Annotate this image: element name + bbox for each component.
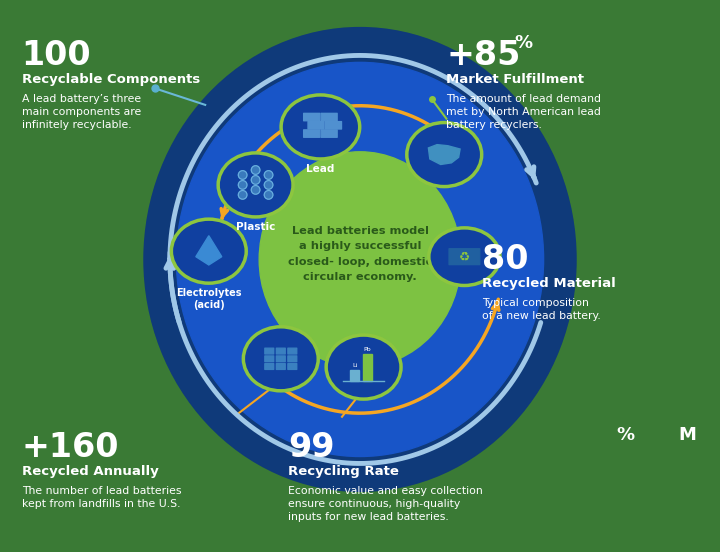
Text: ♻: ♻ (459, 250, 470, 263)
Polygon shape (428, 145, 460, 164)
Text: A lead battery’s three
main components are
infinitely recyclable.: A lead battery’s three main components a… (22, 94, 141, 130)
Text: +160: +160 (22, 431, 119, 464)
Polygon shape (196, 236, 222, 265)
Ellipse shape (218, 153, 293, 217)
Text: Recycled Material: Recycled Material (482, 277, 616, 290)
Text: Market Fulfillment: Market Fulfillment (446, 73, 585, 86)
FancyBboxPatch shape (288, 356, 297, 362)
Ellipse shape (198, 86, 522, 433)
Ellipse shape (333, 231, 387, 288)
Circle shape (238, 181, 247, 189)
Ellipse shape (176, 62, 544, 457)
Ellipse shape (306, 201, 414, 317)
Text: 80: 80 (482, 243, 529, 276)
Ellipse shape (171, 219, 246, 283)
Text: M: M (678, 426, 696, 444)
Text: Recycling Rate: Recycling Rate (288, 465, 399, 478)
FancyBboxPatch shape (276, 348, 285, 354)
FancyBboxPatch shape (288, 348, 297, 354)
FancyBboxPatch shape (308, 121, 324, 129)
Text: Recycled Annually: Recycled Annually (22, 465, 158, 478)
FancyBboxPatch shape (325, 121, 341, 129)
Ellipse shape (279, 172, 441, 347)
Ellipse shape (326, 335, 401, 399)
Circle shape (238, 171, 247, 179)
Ellipse shape (144, 28, 576, 491)
Text: +85: +85 (446, 39, 521, 72)
Bar (363, 354, 372, 381)
Circle shape (264, 181, 273, 189)
Circle shape (251, 185, 260, 194)
Circle shape (264, 171, 273, 179)
Ellipse shape (252, 144, 468, 375)
Text: Electrolytes
(acid): Electrolytes (acid) (176, 288, 241, 310)
Circle shape (251, 176, 260, 184)
Ellipse shape (243, 327, 318, 391)
Ellipse shape (281, 95, 360, 159)
Ellipse shape (259, 152, 461, 367)
FancyBboxPatch shape (321, 113, 337, 121)
Ellipse shape (407, 123, 482, 187)
FancyBboxPatch shape (265, 364, 274, 369)
FancyBboxPatch shape (265, 356, 274, 362)
Text: Economic value and easy collection
ensure continuous, high-quality
inputs for ne: Economic value and easy collection ensur… (288, 486, 482, 522)
Ellipse shape (171, 57, 549, 462)
Text: Lead: Lead (306, 164, 335, 174)
Text: Typical composition
of a new lead battery.: Typical composition of a new lead batter… (482, 298, 601, 321)
Circle shape (238, 190, 247, 199)
Circle shape (251, 166, 260, 174)
Text: Plastic: Plastic (236, 222, 275, 232)
FancyBboxPatch shape (265, 348, 274, 354)
Text: Recyclable Components: Recyclable Components (22, 73, 200, 86)
Text: Lead batteries model
a highly successful
closed- loop, domestic
circular economy: Lead batteries model a highly successful… (288, 226, 432, 282)
Text: 100: 100 (22, 39, 91, 72)
Text: The amount of lead demand
met by North American lead
battery recyclers.: The amount of lead demand met by North A… (446, 94, 601, 130)
Text: %: % (616, 426, 634, 444)
Ellipse shape (144, 28, 576, 491)
Text: 99: 99 (288, 431, 335, 464)
FancyBboxPatch shape (276, 364, 285, 369)
FancyBboxPatch shape (288, 364, 297, 369)
Ellipse shape (429, 228, 500, 285)
Text: Pb: Pb (364, 347, 372, 352)
FancyBboxPatch shape (304, 113, 320, 121)
Text: %: % (514, 34, 532, 52)
FancyBboxPatch shape (321, 130, 337, 137)
Bar (350, 370, 359, 381)
Ellipse shape (225, 114, 495, 404)
FancyBboxPatch shape (449, 249, 480, 264)
FancyBboxPatch shape (276, 356, 285, 362)
Text: Li: Li (352, 363, 357, 368)
Circle shape (264, 190, 273, 199)
FancyBboxPatch shape (304, 130, 320, 137)
Text: The number of lead batteries
kept from landfills in the U.S.: The number of lead batteries kept from l… (22, 486, 181, 509)
